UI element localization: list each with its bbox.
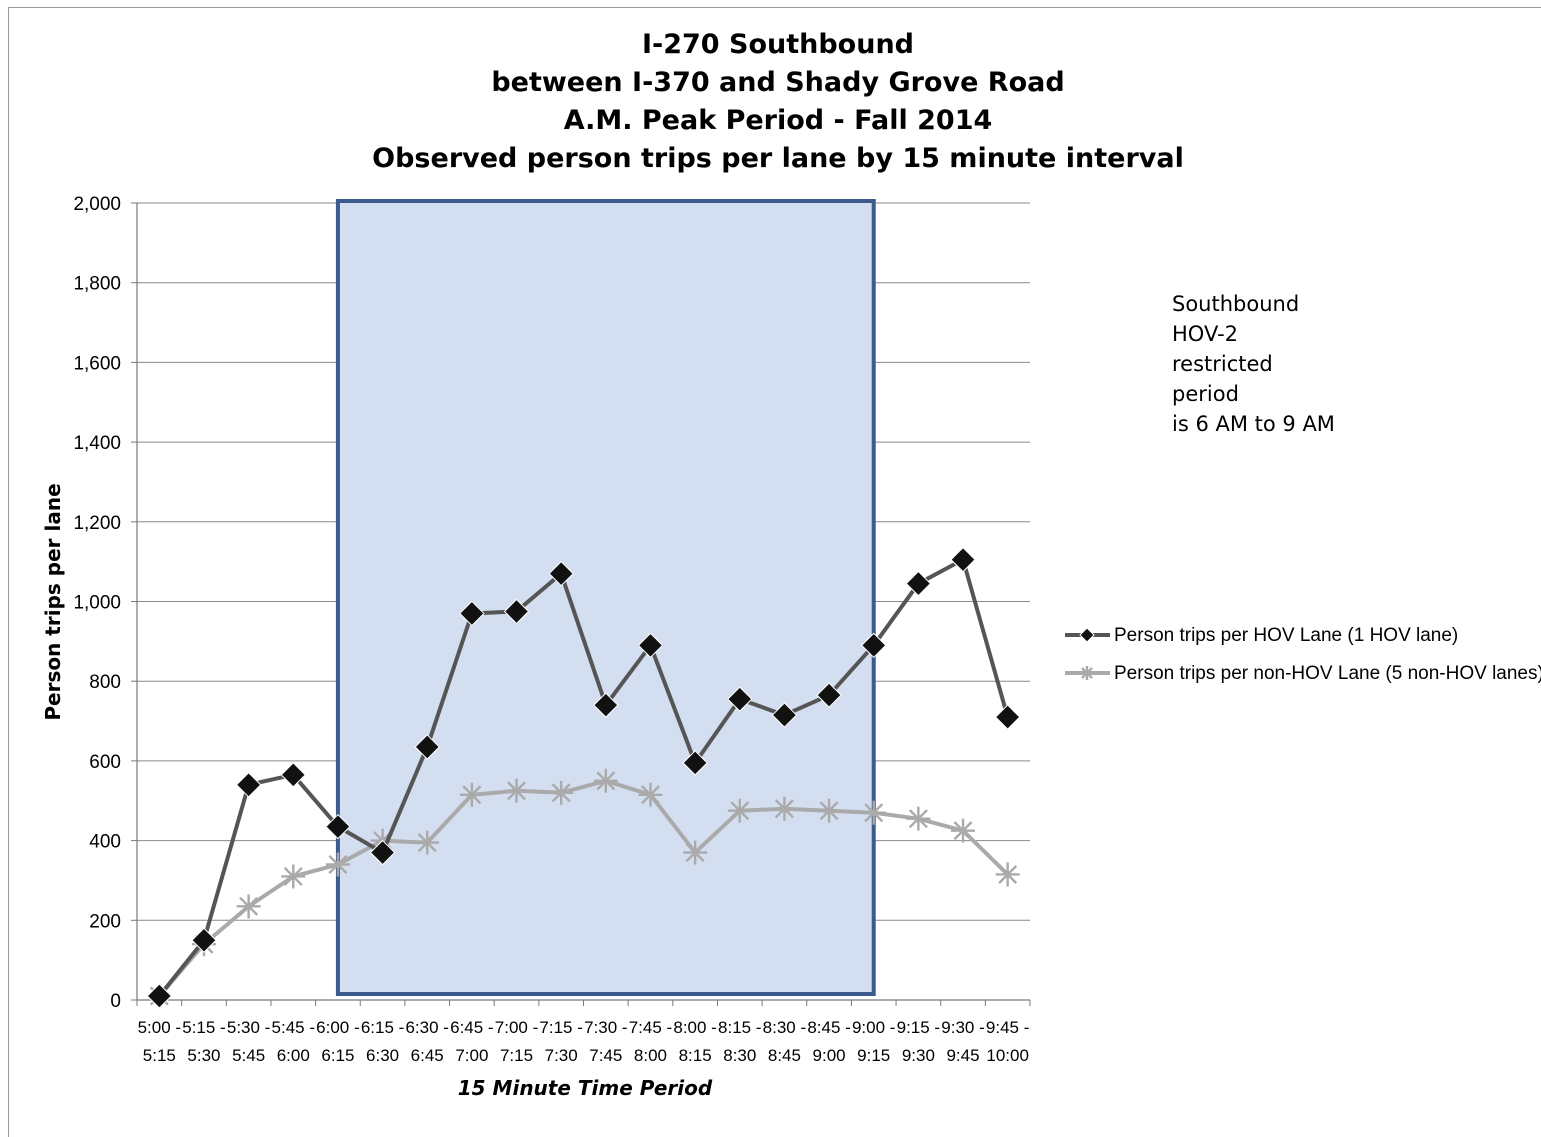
data-point (995, 862, 1020, 887)
data-point (325, 852, 350, 877)
legend-item-non-hov-lane: Person trips per non-HOV Lane (5 non-HOV… (1065, 663, 1541, 684)
data-point (548, 560, 574, 587)
x-tick-label: 7:30 -7:45 (584, 1018, 627, 1065)
data-point (549, 780, 574, 805)
data-point (727, 798, 752, 823)
y-tick-label: 1,800 (73, 274, 121, 295)
hov-period-rect (335, 199, 876, 996)
x-tick-label: 5:45 -6:00 (272, 1018, 315, 1065)
x-tick-label: 7:00 -7:15 (495, 1018, 538, 1065)
x-tick-label: 5:00 -5:15 (138, 1018, 181, 1065)
x-tick-label: 7:45 -8:00 (629, 1018, 672, 1065)
legend-item-hov-lane: Person trips per HOV Lane (1 HOV lane) (1065, 625, 1458, 646)
data-point (906, 806, 931, 831)
data-point (593, 692, 619, 718)
data-point (369, 839, 396, 866)
data-point (146, 983, 173, 1009)
y-tick-label: 2,000 (73, 194, 121, 215)
data-point (950, 546, 976, 573)
title-line-3: A.M. Peak Period - Fall 2014 (564, 105, 993, 136)
y-tick-labels: 0 200 400 600 800 1,000 1,200 1,400 1,600 1,800 2,… (73, 194, 121, 1012)
x-tick-label: 5:15 -5:30 (182, 1018, 225, 1065)
series-group (146, 546, 1021, 1009)
title-line-2: between I-370 and Shady Grove Road (491, 67, 1064, 98)
x-tick-label: 8:45 -9:00 (807, 1018, 850, 1065)
axes (136, 203, 1031, 1006)
data-point (325, 813, 351, 840)
series-line (157, 557, 1010, 998)
y-tick-label: 1,200 (73, 513, 121, 534)
data-point (994, 704, 1021, 730)
data-point (817, 798, 842, 823)
data-point (771, 702, 798, 728)
data-point (951, 818, 976, 843)
data-point (459, 782, 484, 807)
annotation-line: HOV-2 (1172, 322, 1238, 346)
title-line-4: Observed person trips per lane by 15 min… (372, 143, 1184, 174)
data-point (280, 762, 306, 788)
legend: Person trips per HOV Lane (1 HOV lane) Pe… (1065, 625, 1541, 684)
data-point (727, 686, 753, 712)
data-point (861, 800, 886, 825)
data-point (683, 840, 708, 865)
title-line-1: I-270 Southbound (642, 29, 914, 60)
series-hov-lane (146, 546, 1021, 1009)
x-tick-label: 8:30 -8:45 (763, 1018, 806, 1065)
x-tick-label: 9:30 -9:45 (941, 1018, 984, 1065)
x-tick-label: 6:00 -6:15 (316, 1018, 359, 1065)
x-tick-label: 8:15 -8:30 (718, 1018, 761, 1065)
y-tick-label: 800 (89, 672, 121, 693)
data-point (236, 894, 261, 919)
annotation-line: restricted (1172, 352, 1273, 376)
hov-restricted-period-box (335, 199, 876, 996)
y-tick-label: 1,000 (73, 593, 121, 614)
data-point (861, 632, 887, 659)
legend-marker (1080, 666, 1094, 680)
y-tick-label: 1,600 (73, 353, 121, 374)
x-tick-labels: 5:00 -5:155:15 -5:305:30 -5:455:45 -6:00… (138, 1018, 1030, 1065)
x-tick-label: 6:45 -7:00 (450, 1018, 493, 1065)
data-point (637, 632, 664, 659)
legend-marker (1079, 627, 1095, 643)
data-point (415, 830, 440, 855)
chart-frame (8, 7, 1541, 1137)
data-point (504, 778, 529, 803)
data-point (772, 796, 797, 821)
data-point (638, 782, 663, 807)
series-non-hov-lane (147, 768, 1020, 1009)
y-tick-label: 0 (110, 991, 121, 1012)
x-tick-label: 9:15 -9:30 (897, 1018, 940, 1065)
y-axis-title: Person trips per lane (41, 483, 65, 720)
data-point (459, 600, 485, 627)
data-point (905, 570, 932, 597)
data-point (191, 927, 217, 953)
annotation-note: Southbound HOV-2 restricted period is 6 AM t… (1172, 292, 1335, 436)
x-tick-label: 9:00 -9:15 (852, 1018, 895, 1065)
x-tick-label: 8:00 -8:15 (673, 1018, 716, 1065)
y-tick-label: 200 (89, 911, 121, 932)
y-tick-label: 400 (89, 832, 121, 853)
legend-label: Person trips per HOV Lane (1 HOV lane) (1114, 625, 1458, 646)
data-point (414, 734, 440, 760)
x-tick-label: 5:30 -5:45 (227, 1018, 270, 1065)
x-tick-label: 9:45 -10:00 (986, 1018, 1029, 1065)
chart-title: I-270 Southbound between I-370 and Shady … (372, 29, 1184, 174)
data-point (682, 750, 708, 776)
x-tick-label: 7:15 -7:30 (539, 1018, 582, 1065)
x-tick-label: 6:15 -6:30 (361, 1018, 404, 1065)
data-point (503, 598, 530, 625)
data-point (816, 682, 842, 708)
annotation-line: is 6 AM to 9 AM (1172, 412, 1335, 436)
legend-label: Person trips per non-HOV Lane (5 non-HOV… (1114, 663, 1541, 684)
annotation-line: Southbound (1172, 292, 1299, 316)
data-point (281, 864, 306, 889)
data-point (235, 772, 262, 798)
x-axis-title: 15 Minute Time Period (458, 1076, 713, 1100)
y-tick-label: 1,400 (73, 433, 121, 454)
y-tick-label: 600 (89, 752, 121, 773)
x-tick-label: 6:30 -6:45 (405, 1018, 448, 1065)
data-point (593, 768, 618, 793)
annotation-line: period (1172, 382, 1239, 406)
